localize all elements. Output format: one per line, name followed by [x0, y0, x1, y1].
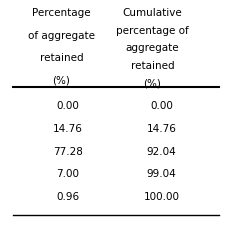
Text: 100.00: 100.00	[143, 192, 179, 202]
Text: 14.76: 14.76	[53, 124, 83, 134]
Text: (%): (%)	[52, 76, 70, 86]
Text: retained: retained	[131, 61, 174, 71]
Text: of aggregate: of aggregate	[28, 31, 95, 40]
Text: percentage of: percentage of	[116, 26, 189, 36]
Text: 92.04: 92.04	[146, 147, 176, 157]
Text: Cumulative: Cumulative	[123, 8, 182, 18]
Text: Percentage: Percentage	[32, 8, 91, 18]
Text: (%): (%)	[144, 78, 162, 88]
Text: 77.28: 77.28	[53, 147, 83, 157]
Text: 14.76: 14.76	[146, 124, 176, 134]
Text: 7.00: 7.00	[56, 169, 80, 179]
Text: retained: retained	[40, 53, 83, 63]
Text: aggregate: aggregate	[126, 43, 179, 53]
Text: 99.04: 99.04	[146, 169, 176, 179]
Text: 0.00: 0.00	[150, 101, 173, 111]
Text: 0.96: 0.96	[56, 192, 80, 202]
Text: 0.00: 0.00	[57, 101, 79, 111]
